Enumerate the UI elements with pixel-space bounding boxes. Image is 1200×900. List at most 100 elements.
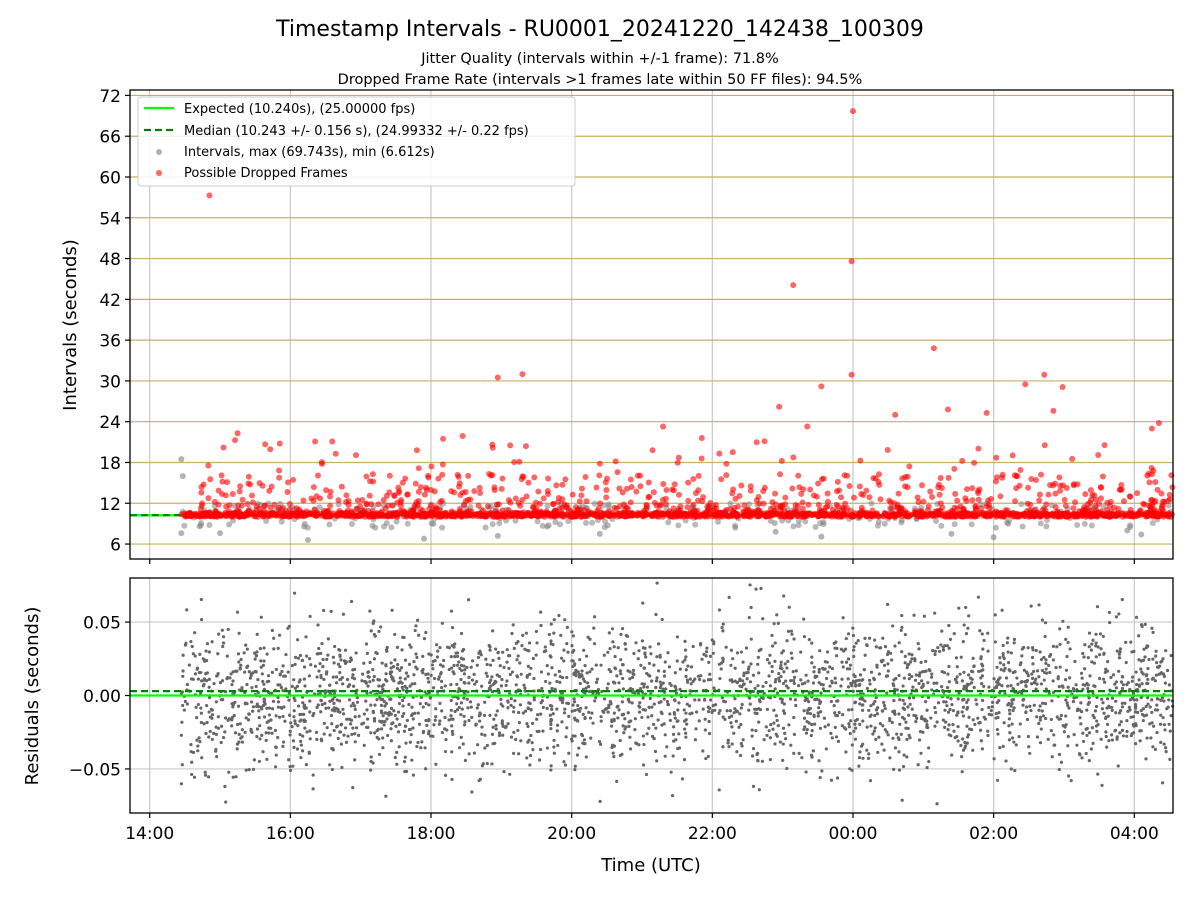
interval-point [348, 520, 355, 527]
residual-point [389, 727, 393, 731]
dropped-point [479, 507, 486, 514]
residual-point [1127, 705, 1131, 709]
residual-point [365, 717, 370, 721]
dropped-point [530, 503, 537, 510]
residual-point [900, 613, 904, 618]
interval-point [430, 520, 437, 527]
dropped-point [954, 497, 961, 504]
residual-point [1119, 720, 1123, 724]
residual-point [494, 723, 498, 728]
residual-point [1096, 772, 1100, 776]
residual-point [1162, 723, 1167, 727]
legend-dropped-label: Possible Dropped Frames [184, 166, 348, 181]
residual-point [192, 775, 197, 779]
residual-point [1147, 657, 1151, 662]
residual-point [573, 716, 577, 720]
residual-point [658, 686, 663, 690]
residual-point [244, 643, 248, 647]
residual-point [459, 677, 463, 682]
residual-point [478, 711, 482, 715]
residual-point [774, 714, 778, 718]
residual-point [919, 751, 923, 755]
dropped-point [612, 512, 619, 519]
residual-point [199, 597, 203, 602]
residual-point [994, 712, 998, 716]
dropped-point [778, 457, 785, 464]
residual-point [383, 711, 387, 715]
residual-point [664, 687, 668, 691]
dropped-point [790, 282, 797, 289]
residual-point [208, 715, 212, 719]
residual-point [1074, 683, 1078, 687]
chart-subtitle-dropped: Dropped Frame Rate (intervals >1 frames … [338, 72, 863, 88]
residual-point [1131, 691, 1136, 695]
residual-point [1050, 755, 1054, 759]
dropped-point [1103, 507, 1110, 514]
dropped-point [359, 496, 366, 503]
residual-point [802, 716, 807, 720]
interval-point [665, 519, 672, 526]
dropped-point [459, 432, 466, 439]
residual-point [861, 756, 865, 760]
residual-point [1090, 726, 1095, 730]
dropped-point [423, 486, 430, 493]
dropped-point [219, 490, 226, 497]
residual-point [548, 713, 552, 717]
residual-point [777, 679, 782, 683]
residual-point [572, 671, 577, 675]
residual-point [1015, 676, 1019, 680]
residual-point [317, 646, 321, 651]
dropped-point [857, 457, 864, 464]
dropped-point [763, 513, 770, 520]
residual-point [965, 724, 969, 728]
residual-point [525, 756, 529, 760]
dropped-point [593, 484, 600, 491]
residual-point [693, 698, 697, 702]
interval-point [206, 522, 213, 529]
dropped-point [886, 512, 893, 519]
dropped-point [559, 510, 566, 517]
residual-point [1020, 680, 1024, 684]
dropped-point [375, 501, 382, 508]
residual-point [334, 681, 339, 685]
residual-point [1090, 642, 1094, 646]
dropped-point [952, 490, 959, 497]
residual-point [185, 702, 189, 706]
residual-point [805, 719, 809, 724]
residual-point [395, 750, 399, 755]
residual-point [311, 714, 315, 718]
interval-point [881, 520, 888, 527]
residual-point [1069, 779, 1073, 783]
residual-point [340, 676, 344, 680]
residual-point [819, 691, 823, 695]
dropped-point [366, 492, 373, 499]
residual-point [257, 715, 261, 720]
dropped-point [237, 483, 244, 490]
dropped-point [466, 508, 473, 515]
residual-point [658, 655, 662, 659]
residual-point [1083, 667, 1087, 671]
residual-point [1038, 741, 1043, 745]
residual-point [353, 707, 357, 712]
residual-point [1120, 728, 1125, 733]
dropped-point [491, 487, 498, 494]
residual-point [787, 723, 791, 727]
residual-point [1130, 679, 1134, 683]
residual-point [1091, 741, 1095, 745]
residual-point [1115, 737, 1119, 741]
residual-point [1098, 653, 1102, 657]
residual-point [322, 732, 326, 736]
residual-point [762, 738, 766, 742]
residual-point [495, 673, 499, 677]
residual-point [447, 718, 451, 722]
residual-point [1105, 745, 1109, 749]
residual-point [920, 670, 925, 674]
residual-point [230, 715, 235, 719]
residual-point [1065, 654, 1069, 659]
residual-point [757, 698, 762, 702]
residual-point [782, 711, 787, 716]
residual-point [539, 670, 544, 674]
residual-point [1087, 645, 1091, 649]
residual-point [383, 704, 387, 708]
residual-point [1006, 703, 1010, 707]
